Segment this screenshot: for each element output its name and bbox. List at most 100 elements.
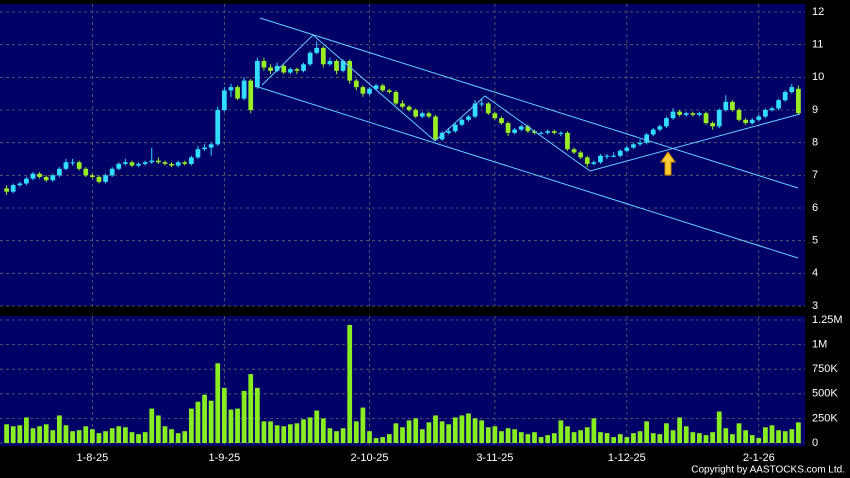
candle-body	[690, 113, 696, 115]
candle-body	[776, 100, 781, 109]
candle-body	[551, 131, 557, 133]
volume-bar	[710, 432, 715, 443]
volume-bar	[565, 426, 570, 443]
candle-body	[499, 118, 504, 124]
candle-body	[710, 123, 715, 127]
volume-bar	[591, 418, 597, 443]
volume-bar	[287, 424, 293, 443]
candle-body	[419, 113, 425, 117]
marks	[4, 41, 801, 443]
volume-bar	[657, 434, 663, 443]
volume-bar	[538, 437, 544, 443]
volume-bar	[347, 324, 353, 443]
volume-bar	[30, 428, 36, 443]
y-tick-label: 5	[812, 235, 818, 247]
candle-body	[261, 61, 267, 68]
candle-body	[90, 175, 95, 177]
volume-bar	[406, 420, 412, 443]
candle-body	[400, 103, 405, 107]
volume-bar	[393, 423, 399, 443]
volume-bar	[763, 427, 768, 443]
support-line	[589, 113, 801, 172]
y-tick-label: 9	[812, 104, 818, 116]
volume-bar	[24, 417, 29, 443]
candle-body	[142, 162, 148, 164]
candle-body	[571, 149, 577, 153]
volume-bar	[76, 430, 82, 443]
candle-body	[558, 132, 564, 134]
trendlines	[254, 17, 801, 259]
volume-bar	[294, 423, 300, 443]
candle-body	[650, 129, 656, 135]
volume-bar	[400, 427, 405, 443]
volume-bar	[664, 423, 669, 443]
volume-bar	[208, 400, 214, 443]
candle-body	[756, 116, 762, 120]
volume-bar	[472, 418, 478, 443]
volume-bar	[136, 434, 141, 443]
candle-body	[789, 87, 795, 93]
candle-body	[327, 61, 333, 65]
volume-bar	[505, 428, 511, 443]
candle-body	[406, 106, 412, 110]
x-tick-label: 2-1-26	[743, 452, 775, 464]
candle-body	[545, 131, 551, 133]
candle-body	[485, 103, 491, 114]
candle-body	[70, 162, 75, 164]
candle-body	[611, 155, 617, 157]
candle-body	[221, 90, 227, 110]
volume-bar	[155, 415, 161, 443]
candle-body	[294, 69, 300, 71]
candle-body	[393, 92, 399, 104]
candle-body	[274, 65, 280, 71]
candle-body	[749, 119, 755, 124]
volume-bar	[301, 419, 306, 443]
candle-body	[578, 152, 584, 158]
candle-body	[657, 126, 663, 130]
candle-body	[182, 162, 188, 164]
zigzag	[261, 34, 591, 172]
volume-bar	[525, 434, 531, 443]
volume-bar	[769, 425, 775, 443]
volume-bar	[485, 427, 491, 443]
y-tick-label: 8	[812, 137, 818, 149]
volume-tick-label: 500K	[812, 388, 838, 400]
volume-bar	[730, 434, 735, 443]
y-tick-label: 3	[812, 300, 818, 312]
volume-bar	[466, 413, 471, 443]
volume-bar	[254, 387, 260, 443]
candle-body	[670, 111, 676, 119]
candle-body	[637, 142, 643, 145]
y-tick-label: 11	[812, 39, 823, 51]
volume-bar	[70, 431, 75, 443]
candle-body	[248, 80, 254, 110]
candle-body	[188, 157, 194, 164]
volume-bar	[723, 428, 729, 443]
x-tick-label: 1-12-25	[608, 452, 646, 464]
volume-bar	[697, 433, 702, 443]
volume-bar	[10, 426, 16, 443]
volume-bar	[281, 426, 287, 443]
volume-bar	[175, 433, 181, 443]
candle-body	[24, 178, 29, 184]
candle-body	[57, 168, 62, 176]
x-tick-label: 2-10-25	[351, 452, 389, 464]
volume-bar	[103, 431, 108, 443]
volume-bar	[545, 435, 551, 443]
volume-bar	[274, 425, 280, 443]
candle-body	[716, 110, 722, 127]
candle-body	[228, 87, 234, 91]
y-tick-label: 10	[812, 71, 824, 83]
volume-bar	[57, 415, 62, 443]
volume-tick-label: 250K	[812, 412, 838, 424]
candle-body	[235, 87, 240, 99]
candle-body	[565, 132, 570, 150]
volume-bar	[419, 429, 425, 443]
candle-body	[215, 110, 221, 145]
volume-bar	[37, 426, 42, 443]
candle-body	[17, 183, 23, 186]
candle-body	[195, 149, 201, 158]
candle-body	[314, 47, 320, 53]
candle-body	[175, 162, 181, 166]
